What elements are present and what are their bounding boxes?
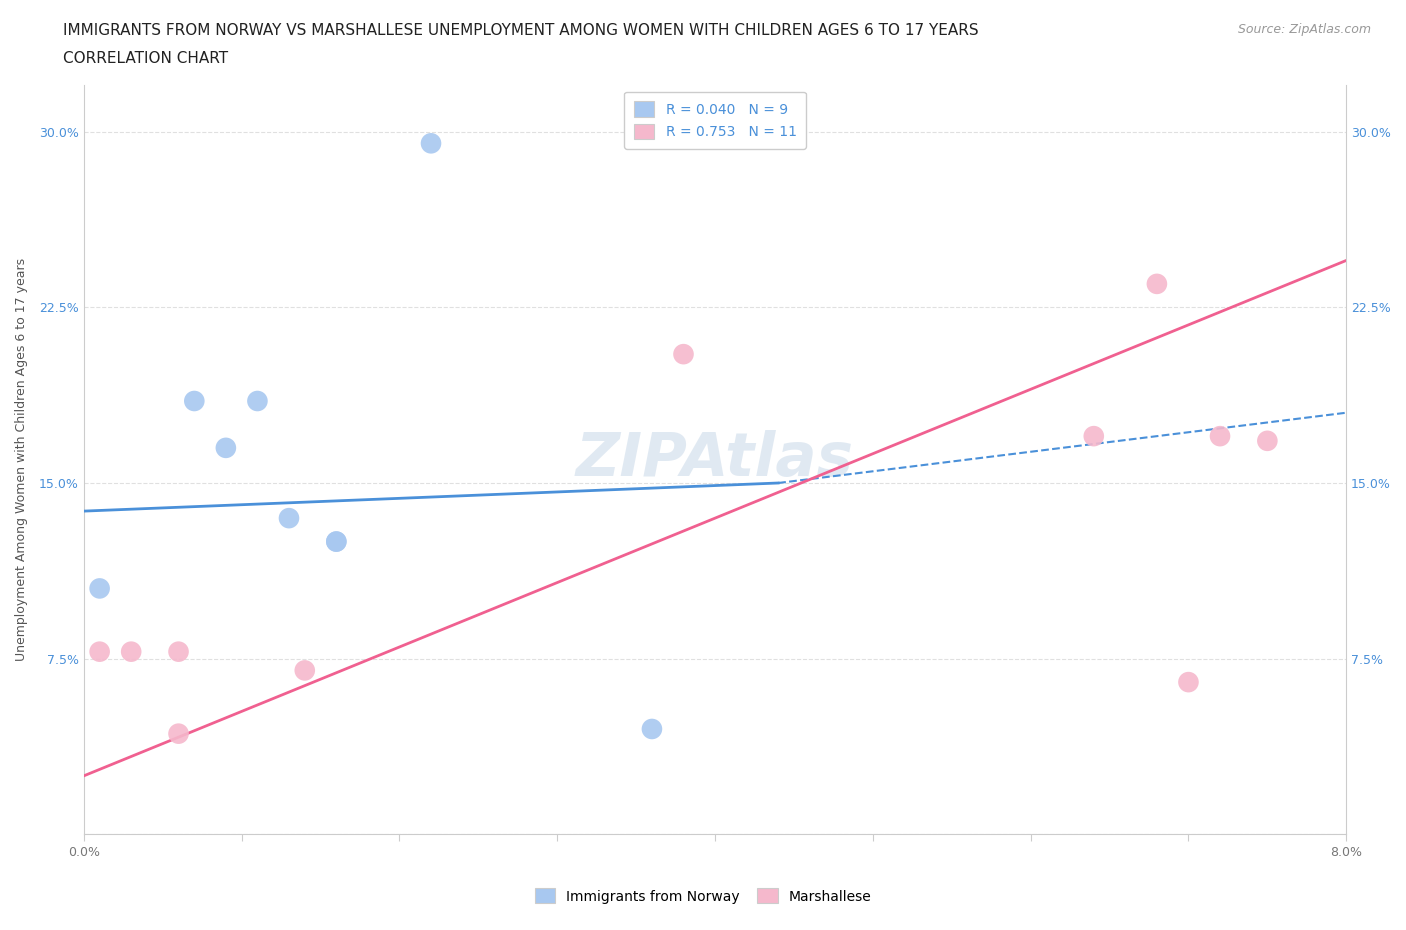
Point [215, 441, 238, 456]
Y-axis label: Unemployment Among Women with Children Ages 6 to 17 years: Unemployment Among Women with Children A… [15, 258, 28, 661]
Point [1177, 674, 1199, 689]
Point [641, 722, 664, 737]
Point [246, 393, 269, 408]
Point [420, 136, 443, 151]
Point [1083, 429, 1105, 444]
Legend: Immigrants from Norway, Marshallese: Immigrants from Norway, Marshallese [529, 883, 877, 910]
Text: IMMIGRANTS FROM NORWAY VS MARSHALLESE UNEMPLOYMENT AMONG WOMEN WITH CHILDREN AGE: IMMIGRANTS FROM NORWAY VS MARSHALLESE UN… [63, 23, 979, 38]
Point [167, 644, 190, 659]
Point [89, 644, 111, 659]
Text: Source: ZipAtlas.com: Source: ZipAtlas.com [1237, 23, 1371, 36]
Point [325, 534, 347, 549]
Point [1209, 429, 1232, 444]
Point [278, 511, 301, 525]
Point [89, 581, 111, 596]
Point [294, 663, 316, 678]
Point [167, 726, 190, 741]
Point [672, 347, 695, 362]
Point [120, 644, 142, 659]
Text: CORRELATION CHART: CORRELATION CHART [63, 51, 228, 66]
Point [1146, 276, 1168, 291]
Point [325, 534, 347, 549]
Point [1256, 433, 1278, 448]
Point [183, 393, 205, 408]
Legend: R = 0.040   N = 9, R = 0.753   N = 11: R = 0.040 N = 9, R = 0.753 N = 11 [624, 92, 806, 149]
Text: ZIPAtlas: ZIPAtlas [576, 430, 853, 489]
